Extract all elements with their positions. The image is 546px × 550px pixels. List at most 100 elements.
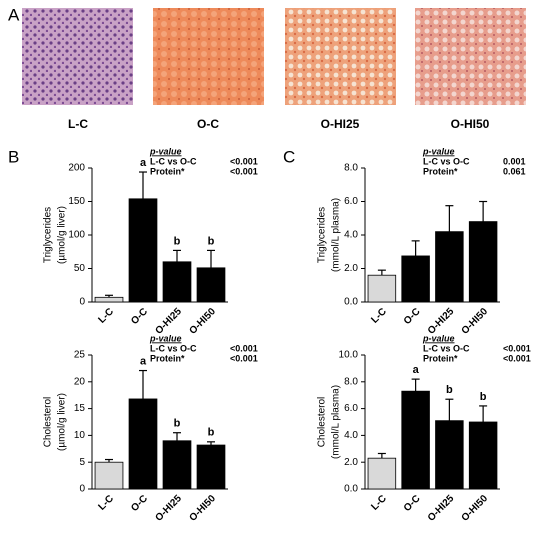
bar — [162, 261, 192, 303]
bar — [435, 420, 464, 490]
histology-image — [415, 8, 526, 105]
bar — [196, 267, 226, 303]
y-axis-label: (mmol/L plasma) — [331, 198, 342, 272]
error-bar — [139, 369, 147, 399]
error-bar — [377, 452, 386, 459]
bar — [435, 231, 464, 303]
x-tick-label: L-C — [96, 306, 116, 326]
p-value-title: p-value — [422, 333, 455, 343]
bar — [94, 296, 124, 303]
significance-letter: b — [208, 427, 215, 439]
significance-letter: b — [174, 418, 181, 430]
error-bar — [411, 378, 420, 392]
histology-image — [22, 8, 133, 105]
p-value-label: L-C vs O-C — [150, 343, 197, 353]
y-tick-label: 4.0 — [344, 430, 358, 441]
y-axis-label: (µmol/g liver) — [57, 393, 68, 451]
p-value-label: Protein* — [150, 166, 185, 176]
p-value-label: Protein* — [423, 353, 458, 363]
error-bar — [105, 458, 113, 463]
p-value: <0.001 — [503, 353, 531, 363]
p-value-label: L-C vs O-C — [423, 343, 470, 353]
x-tick-label: O-C — [402, 493, 423, 514]
y-tick-label: 0 — [79, 484, 85, 495]
p-value: <0.001 — [230, 353, 258, 363]
error-bar — [479, 405, 488, 422]
bar — [196, 444, 226, 490]
x-tick-label: O-HI25 — [153, 306, 184, 337]
y-axis-label: Cholesterol — [317, 397, 328, 448]
bar — [468, 421, 498, 490]
x-tick-label: O-C — [129, 306, 150, 327]
x-tick-label: O-HI50 — [187, 493, 218, 524]
x-tick-label: O-HI50 — [460, 493, 491, 524]
bar — [94, 461, 124, 490]
bar — [162, 440, 192, 490]
p-value-label: L-C vs O-C — [150, 156, 197, 166]
y-tick-label: 2.0 — [344, 457, 358, 468]
p-value: <0.001 — [503, 343, 531, 353]
p-value-title: p-value — [149, 146, 182, 156]
x-tick-label: L-C — [96, 493, 116, 513]
y-tick-label: 200 — [68, 163, 85, 174]
p-value: <0.001 — [230, 166, 258, 176]
image-label: O-HI50 — [451, 117, 490, 131]
p-value-title: p-value — [149, 333, 182, 343]
error-bar — [377, 269, 386, 276]
significance-letter: a — [140, 355, 147, 367]
y-tick-label: 6.0 — [344, 403, 358, 414]
x-tick-label: O-C — [402, 306, 423, 327]
significance-letter: b — [174, 235, 181, 247]
y-tick-label: 2.0 — [344, 263, 358, 274]
histology-image — [153, 8, 264, 105]
p-value-label: Protein* — [150, 353, 185, 363]
x-tick-label: O-HI25 — [426, 306, 457, 337]
x-tick-label: O-HI50 — [187, 306, 218, 337]
bar — [128, 398, 158, 490]
y-tick-label: 0.0 — [344, 297, 358, 308]
error-bar — [173, 249, 181, 262]
x-tick-label: L-C — [369, 493, 389, 513]
image-label: L-C — [68, 117, 88, 131]
error-bar — [105, 294, 113, 298]
y-tick-label: 6.0 — [344, 196, 358, 207]
error-bar — [411, 240, 420, 256]
x-tick-label: O-C — [129, 493, 150, 514]
error-bar — [207, 249, 215, 268]
significance-letter: a — [140, 157, 147, 169]
bar — [401, 255, 430, 303]
significance-letter: b — [208, 235, 215, 247]
image-label: O-HI25 — [321, 117, 360, 131]
error-bar — [139, 171, 147, 199]
error-bar — [207, 441, 215, 446]
y-axis-label: Triglycerides — [317, 207, 328, 263]
y-tick-label: 8.0 — [344, 163, 358, 174]
y-tick-label: 20 — [74, 376, 86, 387]
y-tick-label: 100 — [68, 230, 85, 241]
p-value-label: L-C vs O-C — [423, 156, 470, 166]
x-tick-label: O-HI25 — [426, 493, 457, 524]
y-tick-label: 10 — [74, 430, 86, 441]
y-axis-label: (µmol/g liver) — [57, 206, 68, 264]
y-axis-label: Triglycerides — [43, 207, 54, 263]
p-value: 0.061 — [503, 166, 526, 176]
y-tick-label: 50 — [74, 263, 86, 274]
y-axis-label: Cholesterol — [43, 397, 54, 448]
panel-label: A — [8, 5, 20, 24]
panel-label: B — [8, 147, 19, 166]
y-tick-label: 8.0 — [344, 376, 358, 387]
p-value: 0.001 — [503, 156, 526, 166]
image-label: O-C — [197, 117, 219, 131]
p-value: <0.001 — [230, 156, 258, 166]
bar — [367, 274, 397, 303]
significance-letter: a — [413, 364, 420, 376]
bar — [128, 198, 158, 303]
x-tick-label: O-HI25 — [153, 493, 184, 524]
bar — [401, 390, 430, 490]
x-tick-label: L-C — [369, 306, 389, 326]
significance-letter: b — [480, 391, 487, 403]
y-tick-label: 0.0 — [344, 484, 358, 495]
histology-image — [285, 8, 396, 105]
error-bar — [445, 205, 454, 232]
